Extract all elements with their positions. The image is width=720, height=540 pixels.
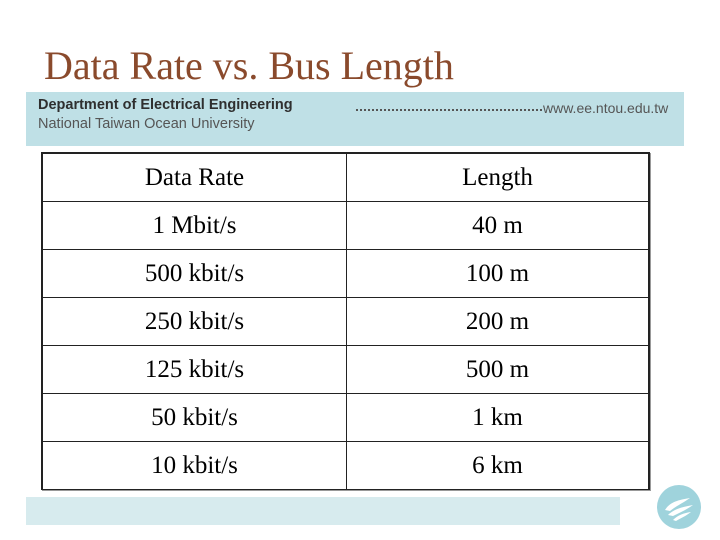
footer-band <box>26 497 620 525</box>
data-rate-cell: 250 kbit/s <box>42 297 347 346</box>
length-cell: 500 m <box>346 345 649 394</box>
dotted-leader <box>356 109 542 111</box>
data-rate-table: Data Rate Length 1 Mbit/s 40 m 500 kbit/… <box>41 152 650 490</box>
length-cell: 40 m <box>346 201 649 250</box>
department-block: Department of Electrical Engineering Nat… <box>38 96 293 134</box>
table: Data Rate Length 1 Mbit/s 40 m 500 kbit/… <box>42 153 649 490</box>
header-cell-length: Length <box>346 153 649 202</box>
length-cell: 1 km <box>346 393 649 442</box>
header-cell-data-rate: Data Rate <box>42 153 347 202</box>
data-rate-cell: 500 kbit/s <box>42 249 347 298</box>
length-cell: 6 km <box>346 441 649 490</box>
data-rate-cell: 125 kbit/s <box>42 345 347 394</box>
table-row: 125 kbit/s 500 m <box>42 345 649 394</box>
website-url: www.ee.ntou.edu.tw <box>543 100 669 116</box>
data-rate-cell: 10 kbit/s <box>42 441 347 490</box>
header-band <box>26 92 684 146</box>
data-rate-cell: 50 kbit/s <box>42 393 347 442</box>
table-row: 250 kbit/s 200 m <box>42 297 649 346</box>
table-row: 500 kbit/s 100 m <box>42 249 649 298</box>
length-cell: 200 m <box>346 297 649 346</box>
slide-title: Data Rate vs. Bus Length <box>44 43 454 88</box>
department-name: Department of Electrical Engineering <box>38 97 293 113</box>
table-row: 10 kbit/s 6 km <box>42 441 649 490</box>
length-cell: 100 m <box>346 249 649 298</box>
university-logo-icon <box>657 485 701 529</box>
table-header-row: Data Rate Length <box>42 153 649 202</box>
university-name: National Taiwan Ocean University <box>38 116 255 132</box>
data-rate-cell: 1 Mbit/s <box>42 201 347 250</box>
table-row: 50 kbit/s 1 km <box>42 393 649 442</box>
table-row: 1 Mbit/s 40 m <box>42 201 649 250</box>
